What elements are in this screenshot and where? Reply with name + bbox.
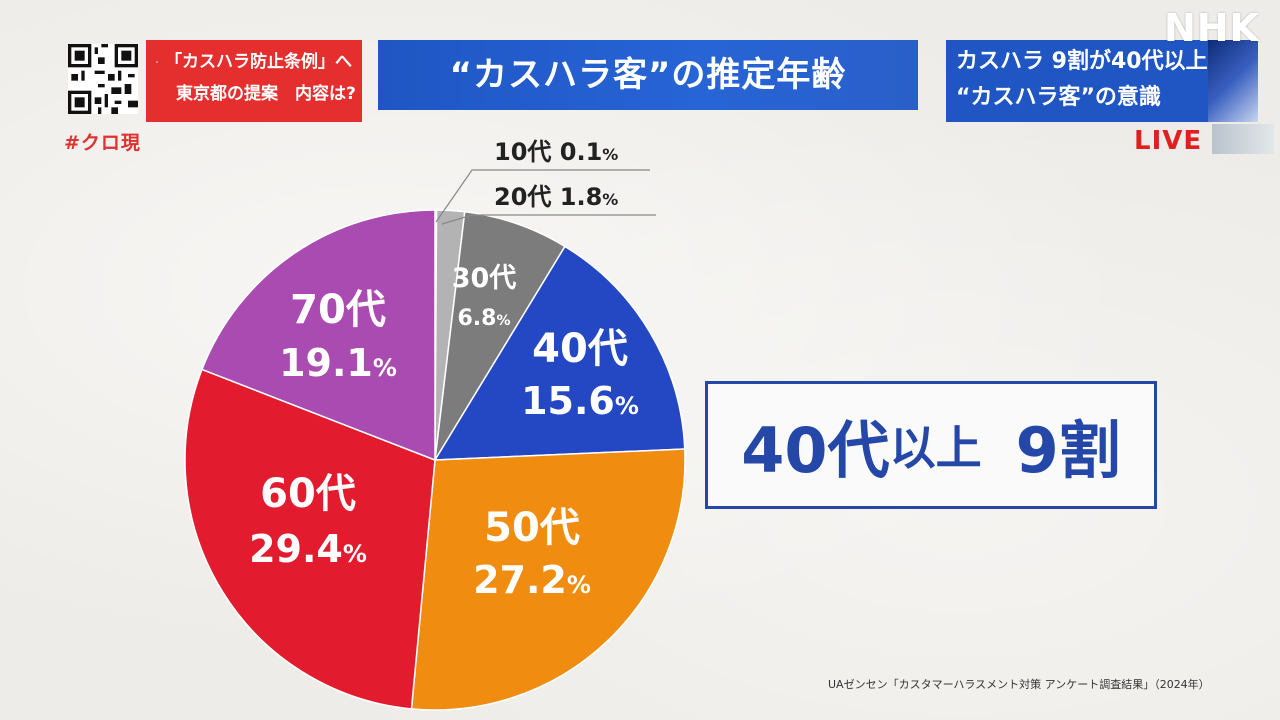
headline-line1: カスハラ 9割が40代以上 — [956, 49, 1208, 74]
pie-slice-6 — [184, 368, 436, 710]
leader-line-1 — [435, 169, 650, 223]
slice-age-label-6: 60代 — [260, 471, 356, 517]
percent-sign: % — [496, 313, 510, 329]
slice-age-label-5: 50代 — [484, 505, 580, 551]
promo-line2: 東京都の提案 内容は? — [176, 84, 356, 104]
summary-ratio: 9割 — [1015, 414, 1121, 487]
headline-decoration — [1208, 40, 1258, 122]
live-decoration — [1212, 124, 1274, 154]
percent-sign: % — [615, 392, 639, 420]
promo-banner[interactable]: 「カスハラ防止条例」へ 東京都の提案 内容は? — [146, 40, 362, 122]
pie-slice-4 — [433, 245, 686, 461]
pie-slice-7 — [201, 209, 436, 462]
slice-label-2: 20代 1.8% — [494, 183, 618, 211]
headline-line2: “カスハラ客”の意識 — [956, 85, 1161, 110]
percent-sign: % — [567, 571, 591, 599]
chart-title: “カスハラ客”の推定年齢 — [378, 40, 918, 110]
summary-box: 40代 以上 9割 — [705, 381, 1157, 509]
slice-age-label-3: 30代 — [452, 263, 517, 294]
slice-age-label-7: 70代 — [290, 287, 386, 333]
leader-line-2 — [441, 214, 656, 225]
leader-lines — [435, 169, 656, 225]
program-hashtag: #クロ現 — [64, 132, 141, 154]
summary-above: 以上 — [889, 421, 982, 475]
slice-age-label-4: 40代 — [532, 326, 628, 372]
percent-sign: % — [343, 540, 367, 568]
summary-age: 40代 — [741, 414, 890, 487]
pie-slice-5 — [410, 448, 686, 711]
qr-code-icon — [68, 44, 138, 114]
percent-sign: % — [602, 190, 618, 209]
percent-sign: % — [602, 145, 618, 164]
nhk-logo: NHK — [1163, 6, 1260, 50]
live-badge: LIVE — [1134, 126, 1203, 156]
percent-sign: % — [373, 354, 397, 382]
news-headline: カスハラ 9割が40代以上 “カスハラ客”の意識 — [946, 40, 1258, 122]
pie-slices — [184, 209, 686, 711]
source-note: UAゼンセン「カスタマーハラスメント対策 アンケート調査結果」（2024年） — [828, 678, 1210, 691]
promo-line1: 「カスハラ防止条例」へ — [165, 52, 352, 72]
slice-label-1: 10代 0.1% — [494, 138, 618, 166]
slice-labels: 10代 0.1%20代 1.8%30代6.8%40代15.6%50代27.2%6… — [249, 138, 639, 602]
pointing-hand-icon — [156, 61, 159, 63]
pie-slice-3 — [434, 210, 566, 461]
